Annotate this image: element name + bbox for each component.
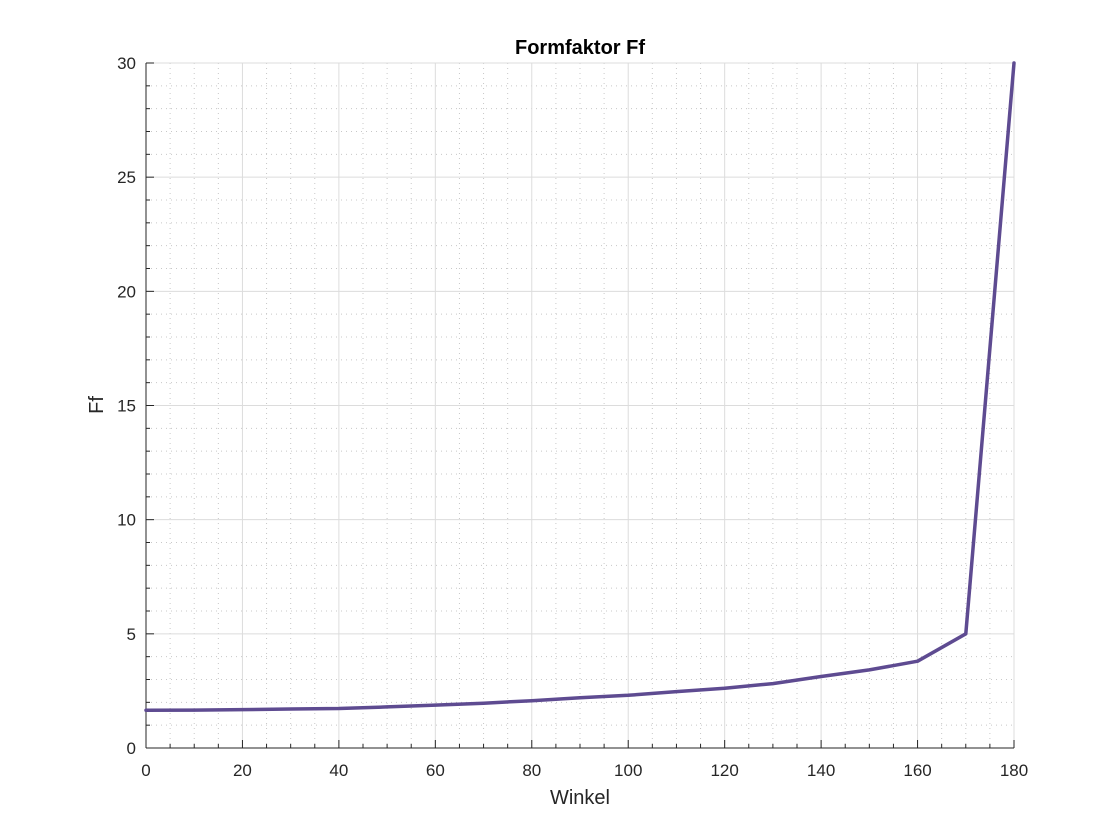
ticks: 0 20 40 60 80 100 120 140 160 180 0 5 10 15 20 25 30 [117,54,1028,780]
x-tick-label: 60 [426,761,445,780]
x-tick-label: 120 [710,761,738,780]
y-tick-label: 0 [127,739,136,758]
x-tick-label: 20 [233,761,252,780]
data-point [578,696,582,700]
data-point [289,707,293,711]
data-point [482,701,486,705]
y-tick-label: 10 [117,511,136,530]
data-point [144,708,148,712]
data-point [867,668,871,672]
y-tick-label: 30 [117,54,136,73]
data-point [337,706,341,710]
x-tick-label: 100 [614,761,642,780]
data-point [819,675,823,679]
data-point [240,708,244,712]
data-point [626,693,630,697]
chart-title: Formfaktor Ff [515,37,645,59]
data-point [964,632,968,636]
grid [145,62,1015,749]
y-tick-label: 15 [117,397,136,416]
y-tick-label: 5 [127,625,136,644]
series [144,61,1016,713]
x-tick-label: 160 [903,761,931,780]
x-tick-label: 140 [807,761,835,780]
y-tick-label: 25 [117,168,136,187]
data-point [433,703,437,707]
data-point [916,659,920,663]
data-point [771,682,775,686]
x-axis-label: Winkel [550,787,610,809]
x-tick-label: 180 [1000,761,1028,780]
data-point [1012,61,1016,65]
x-tick-label: 0 [141,761,150,780]
y-tick-label: 20 [117,282,136,301]
data-point [385,705,389,709]
x-tick-label: 80 [522,761,541,780]
data-point [674,690,678,694]
data-point [192,708,196,712]
y-axis-label: Ff [86,396,108,414]
x-tick-label: 40 [329,761,348,780]
data-point [530,699,534,703]
data-point [723,686,727,690]
